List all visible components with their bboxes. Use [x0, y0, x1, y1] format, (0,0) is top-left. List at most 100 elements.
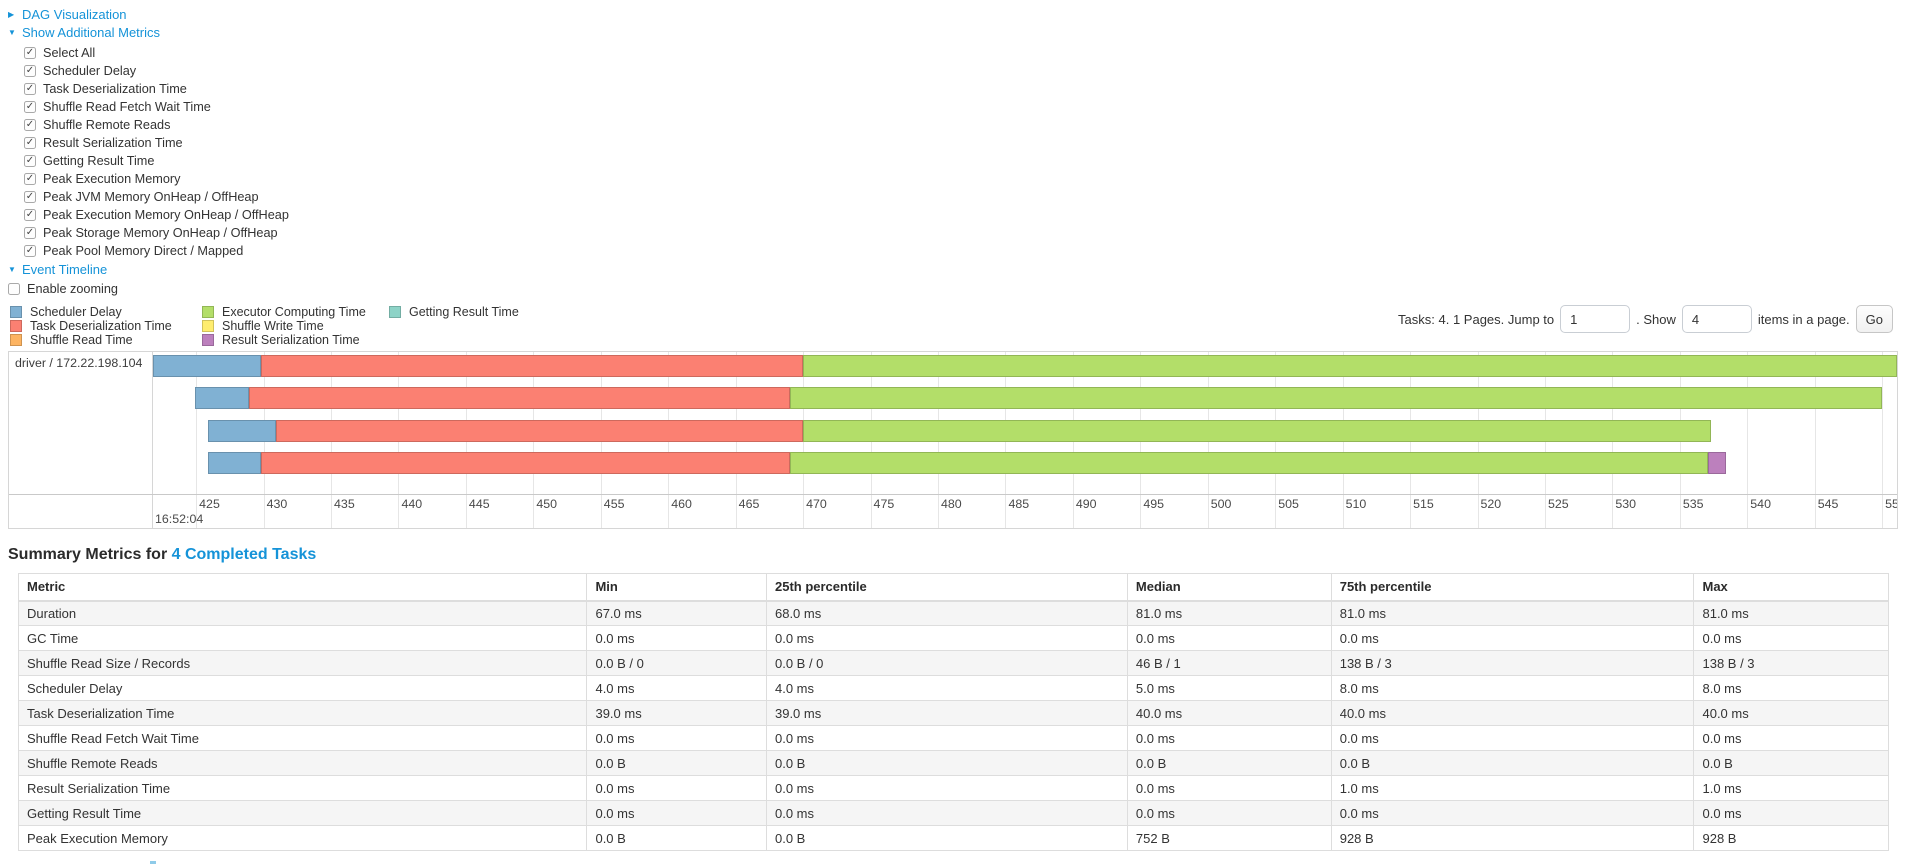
metric-checkbox-row[interactable]: ✓ Getting Result Time [24, 152, 1907, 170]
checkbox-checked-icon[interactable]: ✓ [24, 119, 36, 131]
axis-tick-label: 430 [266, 497, 288, 511]
legend-swatch-shuffle_write_time [202, 320, 214, 332]
metric-value-cell: 81.0 ms [1330, 600, 1695, 626]
completed-tasks-link[interactable]: 4 Completed Tasks [171, 546, 317, 563]
checkbox-checked-icon[interactable]: ✓ [24, 191, 36, 203]
legend-entry: Result Serialization Time [202, 333, 389, 347]
timeline-bar-scheduler-delay[interactable] [208, 420, 276, 442]
metric-value-cell: 4.0 ms [765, 675, 1128, 701]
metric-value-cell: 752 B [1126, 825, 1332, 851]
timeline-bar-scheduler-delay[interactable] [208, 452, 261, 474]
jump-to-page-input[interactable] [1560, 305, 1631, 333]
metric-checkbox-row[interactable]: ✓ Scheduler Delay [24, 62, 1907, 80]
metric-value-cell: 0.0 ms [586, 725, 767, 751]
table-row: Scheduler Delay 4.0 ms 4.0 ms 5.0 ms 8.0 ms 8… [17, 675, 1889, 701]
metric-checkbox-label: Peak JVM Memory OnHeap / OffHeap [43, 190, 259, 204]
metric-checkbox-label: Peak Execution Memory OnHeap / OffHeap [43, 208, 289, 222]
expandable-sections: ▶ DAG Visualization ▼ Show Additional Me… [0, 0, 1907, 297]
checkbox-checked-icon[interactable]: ✓ [24, 47, 36, 59]
metric-checkbox-row[interactable]: ✓ Result Serialization Time [24, 134, 1907, 152]
items-per-page-input[interactable] [1681, 305, 1752, 333]
checkbox-checked-icon[interactable]: ✓ [24, 245, 36, 257]
metric-value-cell: 0.0 ms [586, 775, 767, 801]
legend-column: Getting Result Time [389, 305, 519, 347]
checkbox-checked-icon[interactable]: ✓ [24, 227, 36, 239]
show-text: . Show [1636, 311, 1676, 327]
enable-zooming-row[interactable]: Enable zooming [8, 281, 1907, 297]
timeline-bar-task-deserialization-time[interactable] [260, 452, 790, 474]
legend-entry: Executor Computing Time [202, 305, 389, 319]
metric-name-cell: Shuffle Read Size / Records [17, 650, 588, 676]
metric-value-cell: 138 B / 3 [1693, 650, 1889, 676]
timeline-bar-task-deserialization-time[interactable] [275, 420, 804, 442]
metric-value-cell: 0.0 B [765, 750, 1128, 776]
metric-checkbox-row[interactable]: ✓ Peak Execution Memory [24, 170, 1907, 188]
metric-checkbox-label: Peak Pool Memory Direct / Mapped [43, 244, 244, 258]
timeline-bar-executor-computing-time[interactable] [803, 420, 1711, 442]
checkbox-checked-icon[interactable]: ✓ [24, 83, 36, 95]
metric-value-cell: 39.0 ms [586, 700, 767, 726]
metric-checkbox-row[interactable]: ✓ Shuffle Read Fetch Wait Time [24, 98, 1907, 116]
axis-tick-label: 500 [1210, 497, 1232, 511]
axis-tick-label: 480 [941, 497, 962, 511]
metric-checkbox-row[interactable]: ✓ Peak Execution Memory OnHeap / OffHeap [24, 206, 1907, 224]
timeline-bar-scheduler-delay[interactable] [153, 355, 261, 377]
timeline-bar-scheduler-delay[interactable] [194, 387, 249, 409]
metric-value-cell: 81.0 ms [1126, 600, 1332, 626]
legend-swatch-shuffle_read_time [10, 334, 22, 346]
metric-value-cell: 928 B [1330, 825, 1695, 851]
metric-value-cell: 0.0 ms [586, 625, 767, 651]
axis-tick-label: 505 [1278, 497, 1299, 511]
table-row: Shuffle Read Fetch Wait Time 0.0 ms 0.0 ms… [17, 725, 1889, 751]
axis-gridline [1747, 352, 1749, 528]
timeline-bar-task-deserialization-time[interactable] [248, 387, 790, 409]
go-button[interactable]: Go [1855, 305, 1893, 333]
metric-checkbox-row[interactable]: ✓ Select All [24, 44, 1907, 62]
metric-value-cell: 0.0 B [1330, 750, 1695, 776]
timeline-bar-executor-computing-time[interactable] [789, 387, 1883, 409]
legend-label: Executor Computing Time [222, 305, 366, 319]
metric-value-cell: 39.0 ms [765, 700, 1128, 726]
checkbox-checked-icon[interactable]: ✓ [24, 173, 36, 185]
axis-tick-label: 445 [468, 497, 490, 511]
legend-entry: Shuffle Read Time [10, 333, 202, 347]
timeline-bar-executor-computing-time[interactable] [803, 355, 1897, 377]
column-header: Max [1693, 573, 1889, 602]
timeline-bar-task-deserialization-time[interactable] [260, 355, 804, 377]
metric-checkbox-row[interactable]: ✓ Peak Storage Memory OnHeap / OffHeap [24, 224, 1907, 242]
checkbox-checked-icon[interactable]: ✓ [24, 137, 36, 149]
metric-value-cell: 138 B / 3 [1330, 650, 1695, 676]
column-header: Metric [17, 573, 588, 602]
metric-checkbox-row[interactable]: ✓ Shuffle Remote Reads [24, 116, 1907, 134]
summary-metrics-table: Metric Min 25th percentile Median 75th perce… [17, 573, 1889, 851]
checkbox-checked-icon[interactable]: ✓ [24, 65, 36, 77]
checkbox-checked-icon[interactable]: ✓ [24, 209, 36, 221]
table-row: GC Time 0.0 ms 0.0 ms 0.0 ms 0.0 ms 0.0 ms [17, 625, 1889, 651]
axis-tick-label: 520 [1480, 497, 1502, 511]
metric-value-cell: 0.0 B [765, 825, 1128, 851]
metric-value-cell: 928 B [1693, 825, 1889, 851]
checkbox-checked-icon[interactable]: ✓ [24, 101, 36, 113]
metric-value-cell: 8.0 ms [1330, 675, 1695, 701]
metric-value-cell: 0.0 ms [765, 725, 1128, 751]
timeline-bar-executor-computing-time[interactable] [789, 452, 1709, 474]
metric-checkbox-label: Select All [43, 46, 96, 60]
event-timeline-toggle[interactable]: ▼ Event Timeline [8, 262, 1907, 277]
legend-label: Shuffle Write Time [222, 319, 324, 333]
axis-gridline [1814, 352, 1816, 528]
metric-value-cell: 0.0 B [1693, 750, 1889, 776]
dag-visualization-label: DAG Visualization [22, 7, 127, 22]
dag-visualization-toggle[interactable]: ▶ DAG Visualization [8, 7, 1907, 22]
metric-checkbox-row[interactable]: ✓ Peak JVM Memory OnHeap / OffHeap [24, 188, 1907, 206]
axis-tick-label: 545 [1817, 497, 1839, 511]
metric-checkbox-row[interactable]: ✓ Task Deserialization Time [24, 80, 1907, 98]
timeline-bar-result-serialization-time[interactable] [1708, 452, 1726, 474]
metric-value-cell: 0.0 B / 0 [765, 650, 1128, 676]
legend-label: Scheduler Delay [30, 305, 122, 319]
checkbox-checked-icon[interactable]: ✓ [24, 155, 36, 167]
show-additional-metrics-toggle[interactable]: ▼ Show Additional Metrics [8, 25, 1907, 40]
metric-value-cell: 0.0 ms [586, 800, 767, 826]
metric-value-cell: 1.0 ms [1693, 775, 1889, 801]
checkbox-unchecked-icon[interactable] [8, 283, 20, 295]
metric-checkbox-row[interactable]: ✓ Peak Pool Memory Direct / Mapped [24, 242, 1907, 260]
